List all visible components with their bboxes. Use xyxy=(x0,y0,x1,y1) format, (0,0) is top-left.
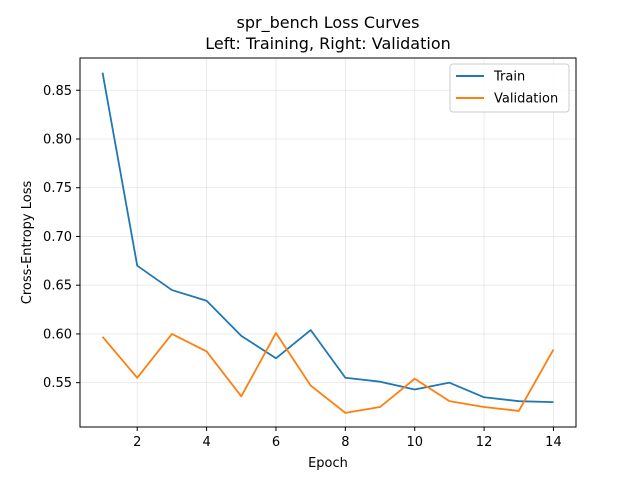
y-tick-label: 0.65 xyxy=(43,279,72,294)
y-tick-label: 0.55 xyxy=(43,376,72,391)
series-line-train xyxy=(101,72,554,404)
grid xyxy=(80,58,576,427)
legend-label-validation: Validation xyxy=(494,92,558,107)
x-axis-label: Epoch xyxy=(308,456,348,471)
series-lines xyxy=(101,72,555,414)
y-axis-label: Cross-Entropy Loss xyxy=(20,181,35,305)
x-tick-label: 10 xyxy=(406,435,423,450)
legend: Train Validation xyxy=(449,63,570,113)
plot-frame xyxy=(79,57,577,428)
y-tick-label: 0.80 xyxy=(43,132,72,147)
axis-ticks: 2 4 6 8 10 12 14 0.55 0.60 0.65 0.70 0.75 0.80 0.85 xyxy=(43,84,562,450)
y-tick-label: 0.60 xyxy=(43,327,72,342)
x-tick-label: 2 xyxy=(133,435,141,450)
y-tick-label: 0.85 xyxy=(43,84,72,99)
x-tick-label: 4 xyxy=(202,435,210,450)
x-tick-label: 8 xyxy=(341,435,349,450)
chart-title: spr_bench Loss Curves xyxy=(237,13,420,33)
x-tick-label: 6 xyxy=(272,435,280,450)
x-tick-label: 14 xyxy=(545,435,562,450)
chart-subtitle: Left: Training, Right: Validation xyxy=(205,34,451,53)
series-line-validation xyxy=(101,332,555,414)
y-tick-label: 0.75 xyxy=(43,181,72,196)
y-tick-label: 0.70 xyxy=(43,230,72,245)
legend-label-train: Train xyxy=(493,70,525,85)
x-tick-label: 12 xyxy=(476,435,493,450)
